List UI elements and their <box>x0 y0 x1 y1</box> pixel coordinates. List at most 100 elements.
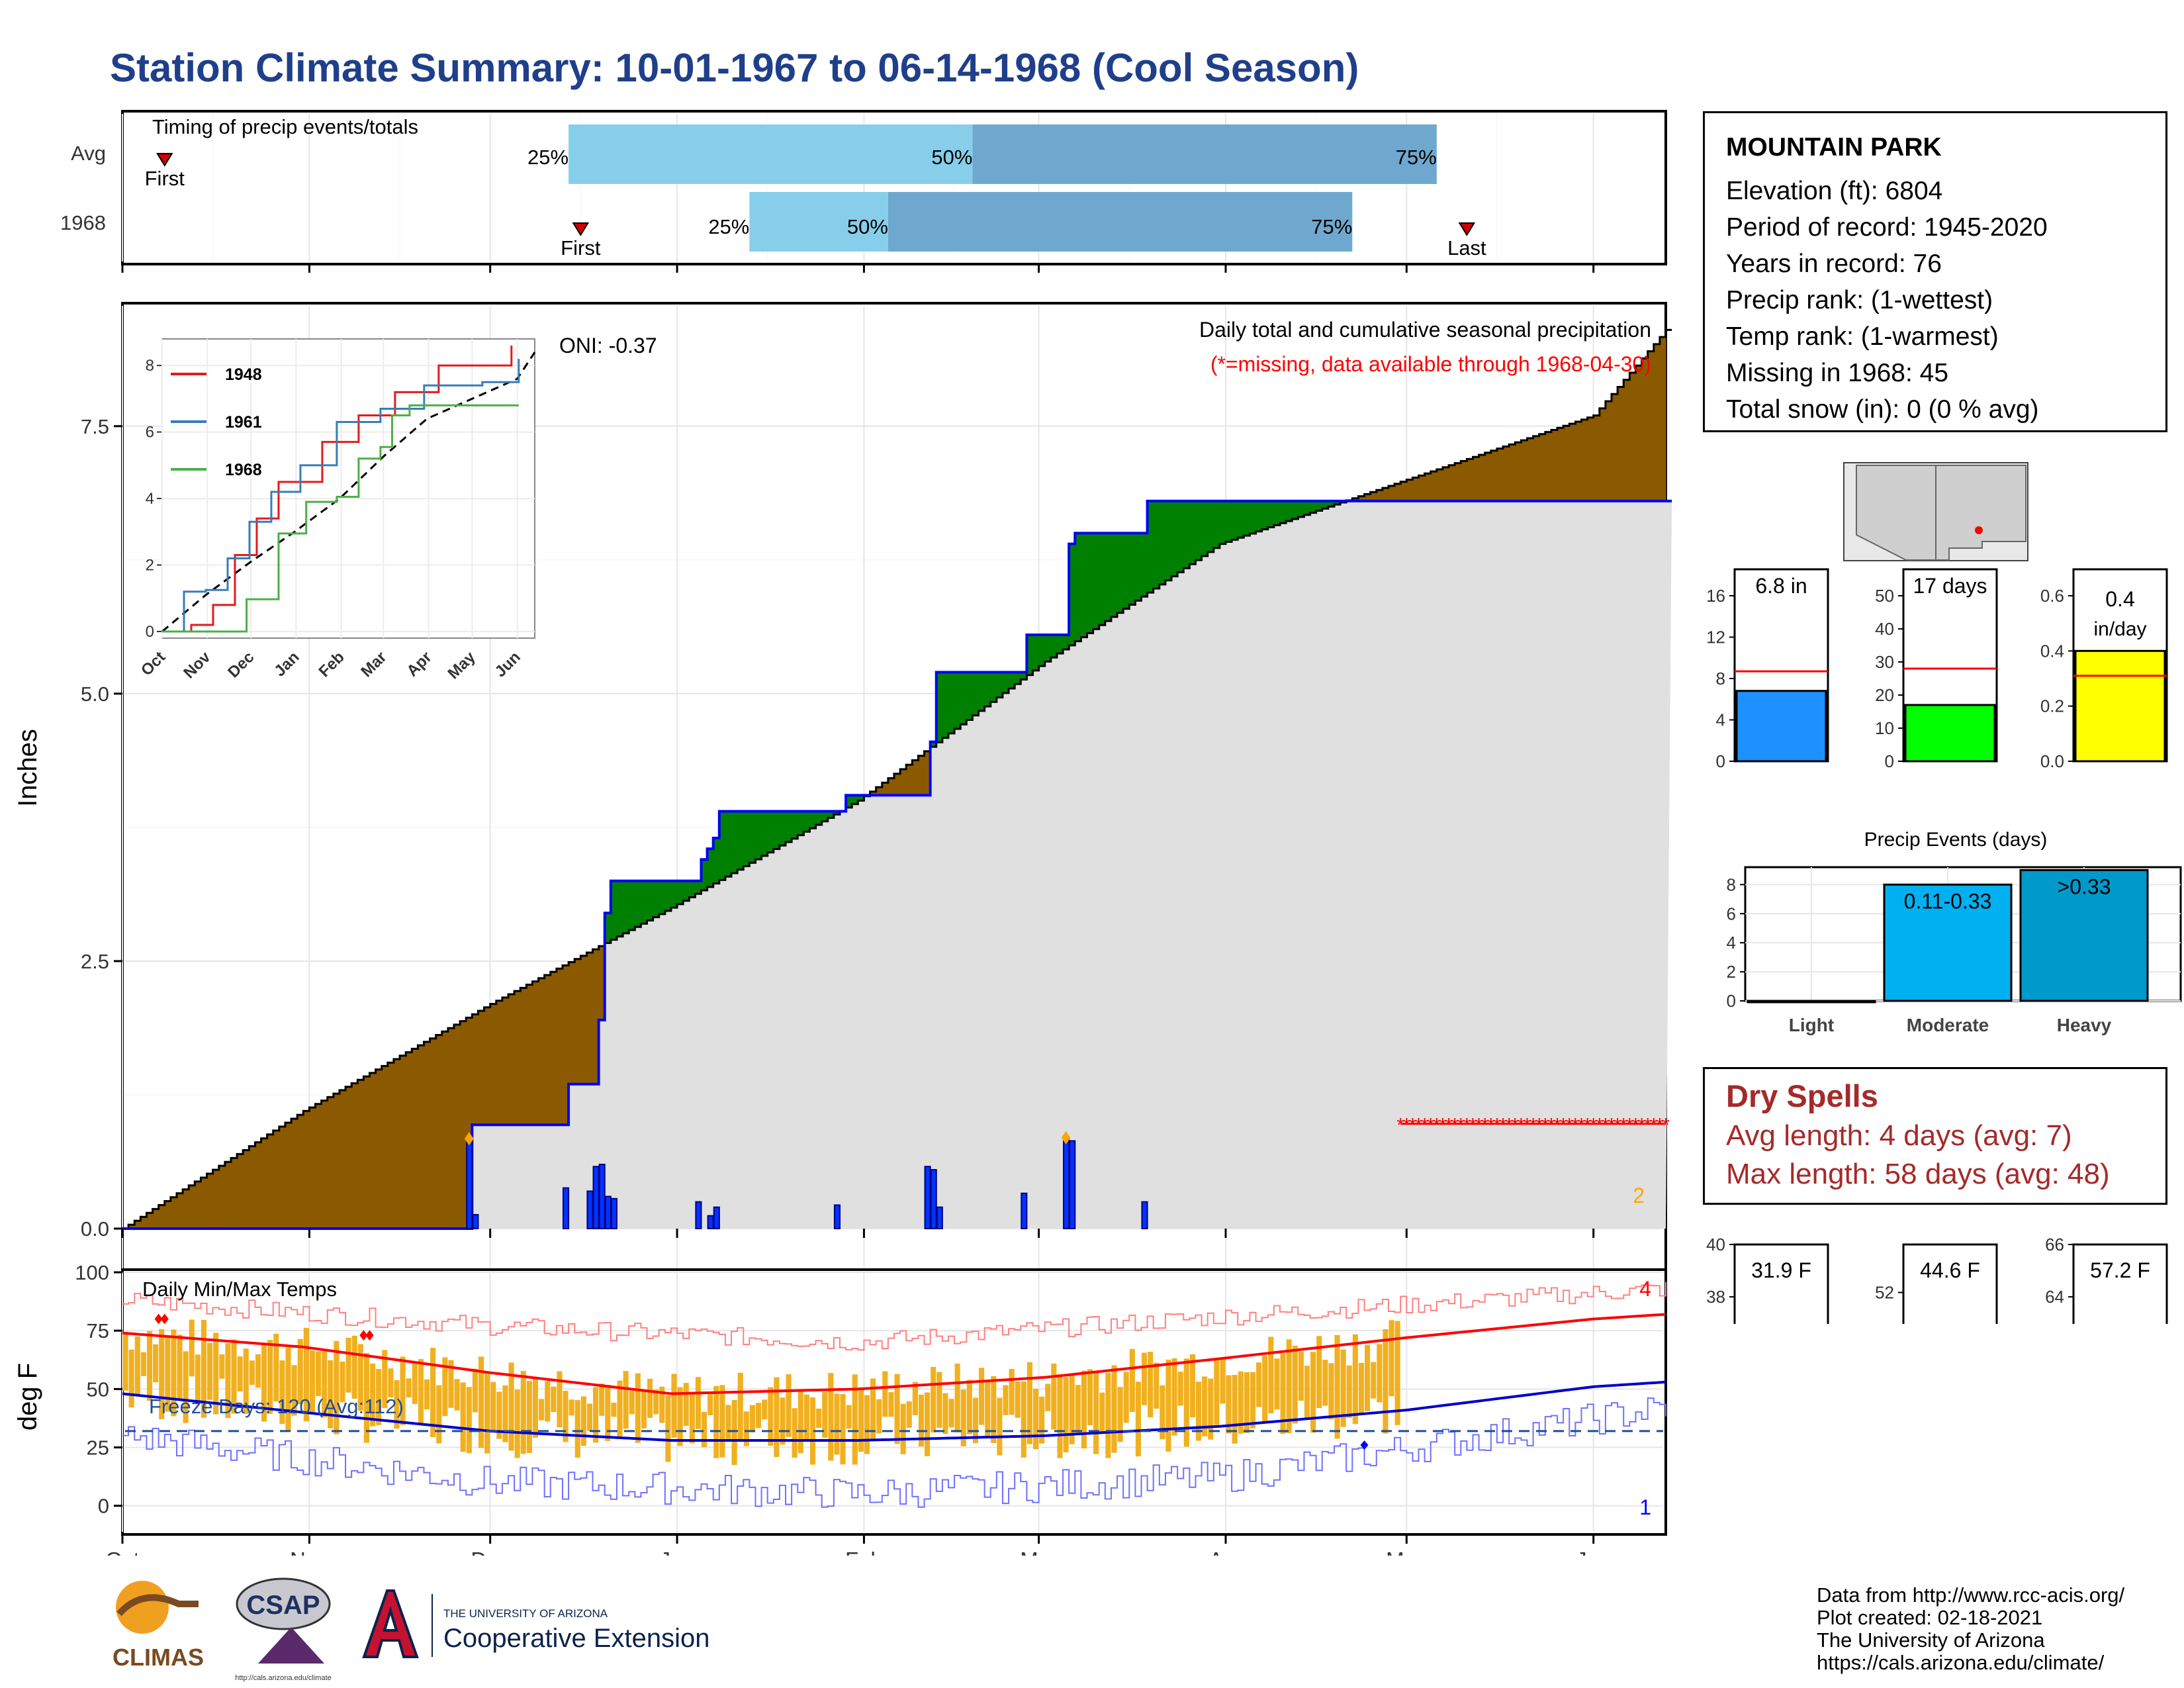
events-bar-heavy <box>2019 868 2149 1002</box>
summary-intensity-tick-label: 0.4 <box>2040 641 2064 661</box>
temp-daily-bar <box>1286 1339 1292 1434</box>
temp-daily-bar <box>1141 1352 1148 1405</box>
precip-deficit-segment <box>1358 496 1365 501</box>
precip-deficit-segment <box>538 978 545 1125</box>
precip-surplus-segment <box>827 811 835 818</box>
precip-daily-bar <box>695 1201 702 1229</box>
temp-daily-bar <box>1365 1344 1371 1411</box>
missing-day-marker: * <box>1578 1115 1586 1137</box>
precip-deficit-segment <box>520 988 527 1125</box>
temp-daily-bar <box>237 1356 243 1392</box>
temp-summary-tmean-value: 44.6 F <box>1920 1258 1980 1282</box>
temp-daily-bar <box>1045 1383 1051 1411</box>
precip-surplus-segment <box>629 880 635 931</box>
temp-daily-bar <box>328 1360 334 1429</box>
temp-daily-bar <box>580 1396 586 1446</box>
missing-day-marker: * <box>1650 1115 1658 1137</box>
precip-deficit-segment <box>556 968 563 1125</box>
precip-surplus-segment <box>1195 500 1203 561</box>
precip-surplus-segment <box>792 811 798 839</box>
precip-surplus-segment <box>972 672 979 716</box>
temp-daily-bar <box>1183 1358 1189 1447</box>
summary-rain_days-tick-label: 50 <box>1875 586 1894 606</box>
timing-bar-avg-q1 <box>569 124 973 184</box>
missing-day-marker: * <box>1656 1115 1664 1137</box>
missing-day-marker: * <box>1524 1115 1531 1137</box>
precip-surplus-segment <box>1207 500 1214 552</box>
precip-deficit-segment <box>1653 344 1661 501</box>
precip-surplus-segment <box>1292 500 1298 520</box>
temp-y-tick-label: 75 <box>87 1319 109 1342</box>
missing-day-marker: * <box>1547 1115 1555 1137</box>
temp-daily-bar <box>1009 1369 1015 1415</box>
station-name: MOUNTAIN PARK <box>1726 133 1942 162</box>
temp-daily-bar <box>882 1371 888 1417</box>
summary-precip-tick-label: 12 <box>1706 628 1725 647</box>
temp-daily-bar <box>731 1399 737 1466</box>
precip-deficit-segment <box>586 953 594 1084</box>
ua-extension-label: Cooperative Extension <box>443 1624 709 1653</box>
precip-deficit-segment <box>1599 408 1606 501</box>
precip-deficit-segment <box>375 1069 383 1229</box>
temp-daily-bar <box>225 1343 231 1419</box>
summary-precip-tick-label: 16 <box>1706 586 1725 606</box>
temp-daily-bar <box>593 1387 599 1443</box>
precip-surplus-segment <box>797 811 804 835</box>
timing-row-year-label: 1968 <box>60 211 106 234</box>
summary-rain_days-tick-label: 30 <box>1875 652 1894 672</box>
precip-daily-bar <box>924 1166 931 1230</box>
temp-count-bottom: 1 <box>1639 1495 1651 1519</box>
precip-deficit-segment <box>887 778 895 796</box>
summary-rain_days-value: 17 days <box>1913 574 1987 598</box>
missing-day-marker: * <box>1499 1115 1507 1137</box>
temp-daily-bar <box>1208 1378 1214 1440</box>
precip-deficit-segment <box>870 791 877 796</box>
inset-y-tick-label: 0 <box>146 623 154 641</box>
climas-wave-icon <box>116 1594 199 1617</box>
precip-surplus-segment <box>1201 500 1208 556</box>
temp-summary-tmax-tick-label: 66 <box>2045 1235 2064 1254</box>
temp-record-max-marker <box>359 1330 368 1341</box>
temp-daily-bar <box>177 1335 183 1400</box>
temp-daily-bar <box>797 1391 803 1454</box>
map-state-arizona <box>1856 465 1936 561</box>
precip-deficit-segment <box>400 1055 406 1229</box>
temp-daily-bar <box>647 1378 653 1418</box>
precip-deficit-segment <box>574 959 581 1084</box>
csap-cloud-icon <box>236 1577 331 1630</box>
temp-daily-bar <box>599 1383 605 1416</box>
temp-daily-bar <box>1352 1334 1358 1425</box>
freeze-days-label: Freeze Days: 120 (Avg:112) <box>149 1395 404 1418</box>
precip-deficit-segment <box>1641 358 1649 501</box>
precip-surplus-segment <box>1267 500 1275 528</box>
events-title: Precip Events (days) <box>1864 829 2048 851</box>
precip-deficit-segment <box>569 962 575 1084</box>
precip-surplus-segment <box>616 880 623 937</box>
precip-y-tick-label: 0.0 <box>81 1217 109 1241</box>
footer-line-plot-created: Plot created: 02-18-2021 <box>1817 1606 2043 1629</box>
precip-deficit-segment <box>195 1181 201 1229</box>
precip-deficit-segment <box>315 1103 322 1229</box>
precip-deficit-segment <box>333 1094 340 1229</box>
precip-deficit-segment <box>894 773 901 796</box>
precip-deficit-segment <box>1455 463 1461 501</box>
temp-record-max-line <box>122 1282 1666 1351</box>
temp-daily-bar <box>683 1383 689 1427</box>
temp-daily-bar <box>231 1339 237 1414</box>
missing-day-marker: * <box>1402 1115 1410 1137</box>
temp-daily-bar <box>345 1337 351 1393</box>
precip-deficit-segment <box>267 1134 274 1229</box>
precip-deficit-segment <box>201 1177 208 1229</box>
precip-y-tick-label: 5.0 <box>81 682 109 706</box>
temp-daily-bar <box>363 1352 369 1443</box>
timing-yr-last-label: Last <box>1447 236 1486 259</box>
precip-surplus-segment <box>1273 500 1281 526</box>
temp-daily-bar <box>677 1387 683 1446</box>
precip-surplus-segment <box>948 672 955 733</box>
summary-rain_days-tick-label: 40 <box>1875 619 1894 639</box>
precip-surplus-segment <box>695 880 702 894</box>
temp-daily-bar <box>900 1403 906 1454</box>
temp-daily-bar <box>737 1372 743 1440</box>
precip-deficit-segment <box>158 1205 165 1229</box>
